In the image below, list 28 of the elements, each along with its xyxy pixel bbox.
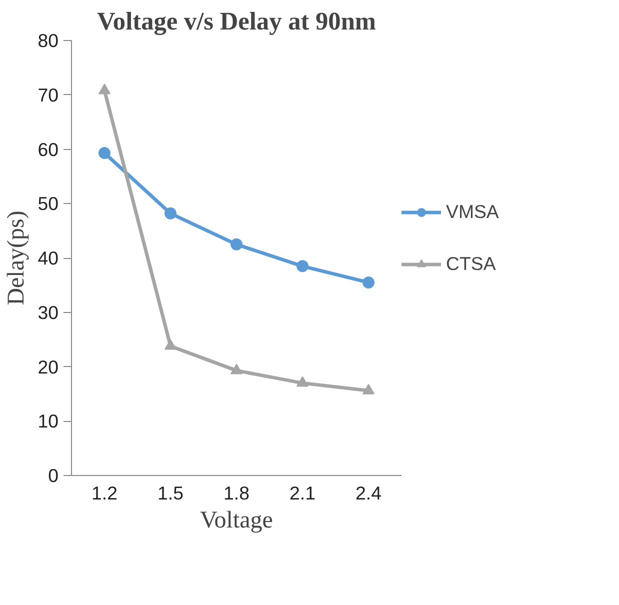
- y-tick-label: 20: [38, 356, 59, 378]
- point: [230, 238, 242, 250]
- y-tick-label: 10: [38, 410, 59, 432]
- y-tick-label: 60: [38, 138, 59, 160]
- x-tick-label: 2.4: [356, 482, 382, 504]
- point: [296, 376, 308, 387]
- point: [230, 364, 242, 374]
- x-axis-title: Voltage: [200, 508, 273, 534]
- point: [98, 147, 110, 160]
- legend-label: CTSA: [446, 253, 496, 275]
- y-tick-label: 30: [38, 302, 59, 323]
- y-axis-title: Delay(ps): [4, 210, 30, 306]
- y-tick-label: 80: [38, 30, 59, 51]
- point: [362, 384, 374, 394]
- y-tick-label: 50: [38, 193, 59, 214]
- x-tick-label: 1.5: [158, 482, 184, 504]
- y-tick-label: 40: [38, 248, 59, 268]
- point: [362, 276, 374, 288]
- x-tick-label: 1.8: [224, 482, 250, 504]
- point: [164, 339, 176, 350]
- x-tick-label: 2.1: [290, 482, 316, 504]
- legend-label: VMSA: [446, 201, 499, 223]
- point: [164, 207, 176, 220]
- chart-title: Voltage v/s Delay at 90nm: [96, 8, 376, 36]
- y-tick-label: 70: [38, 84, 59, 106]
- point: [296, 260, 308, 272]
- x-tick-label: 1.2: [92, 482, 118, 504]
- y-tick-label: 0: [48, 465, 59, 486]
